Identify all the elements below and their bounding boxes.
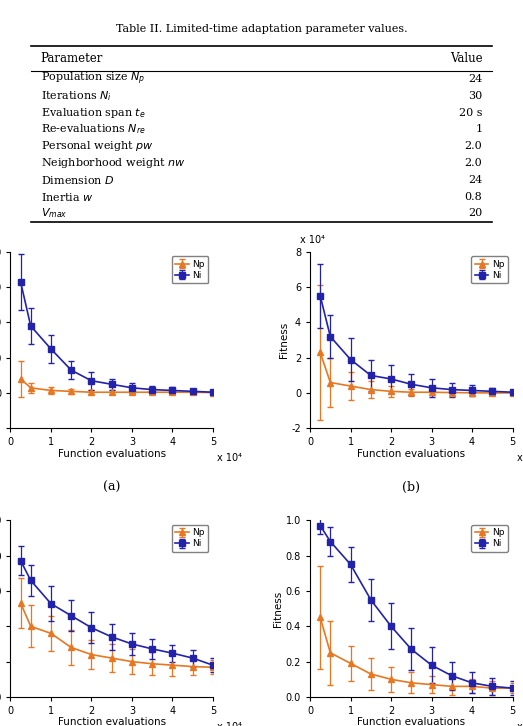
Text: x 10⁴: x 10⁴ bbox=[517, 453, 523, 463]
X-axis label: Function evaluations: Function evaluations bbox=[357, 717, 465, 726]
Text: Re-evaluations $N_{re}$: Re-evaluations $N_{re}$ bbox=[41, 123, 145, 136]
Text: Iterations $N_i$: Iterations $N_i$ bbox=[41, 89, 111, 103]
Text: Population size $N_p$: Population size $N_p$ bbox=[41, 71, 145, 87]
Text: (b): (b) bbox=[402, 481, 420, 494]
Text: Evaluation span $t_e$: Evaluation span $t_e$ bbox=[41, 106, 145, 120]
Y-axis label: Fitness: Fitness bbox=[279, 322, 289, 358]
Text: Value: Value bbox=[450, 52, 482, 65]
Text: $V_{max}$: $V_{max}$ bbox=[41, 206, 67, 220]
Text: x 10⁴: x 10⁴ bbox=[217, 453, 242, 463]
Text: 30: 30 bbox=[468, 91, 482, 101]
Text: Inertia $w$: Inertia $w$ bbox=[41, 190, 93, 203]
Text: 20: 20 bbox=[468, 208, 482, 219]
Legend: Np, Ni: Np, Ni bbox=[172, 525, 208, 552]
Text: x 10⁴: x 10⁴ bbox=[517, 722, 523, 726]
X-axis label: Function evaluations: Function evaluations bbox=[58, 717, 166, 726]
Text: 24: 24 bbox=[468, 175, 482, 185]
Text: Parameter: Parameter bbox=[41, 52, 103, 65]
Text: 20 s: 20 s bbox=[459, 107, 482, 118]
Text: 1: 1 bbox=[475, 124, 482, 134]
X-axis label: Function evaluations: Function evaluations bbox=[357, 449, 465, 459]
Text: Dimension $D$: Dimension $D$ bbox=[41, 174, 114, 186]
Text: Neighborhood weight $nw$: Neighborhood weight $nw$ bbox=[41, 156, 185, 170]
Legend: Np, Ni: Np, Ni bbox=[172, 256, 208, 283]
Text: 2.0: 2.0 bbox=[464, 142, 482, 151]
Text: x 10⁴: x 10⁴ bbox=[300, 234, 325, 245]
Text: Table II. Limited-time adaptation parameter values.: Table II. Limited-time adaptation parame… bbox=[116, 24, 407, 34]
Text: 0.8: 0.8 bbox=[464, 192, 482, 202]
Text: 2.0: 2.0 bbox=[464, 158, 482, 168]
Legend: Np, Ni: Np, Ni bbox=[471, 256, 508, 283]
Text: x 10⁴: x 10⁴ bbox=[217, 722, 242, 726]
X-axis label: Function evaluations: Function evaluations bbox=[58, 449, 166, 459]
Text: (a): (a) bbox=[103, 481, 120, 494]
Text: Personal weight $pw$: Personal weight $pw$ bbox=[41, 139, 153, 153]
Text: 24: 24 bbox=[468, 74, 482, 84]
Legend: Np, Ni: Np, Ni bbox=[471, 525, 508, 552]
Y-axis label: Fitness: Fitness bbox=[273, 590, 283, 627]
